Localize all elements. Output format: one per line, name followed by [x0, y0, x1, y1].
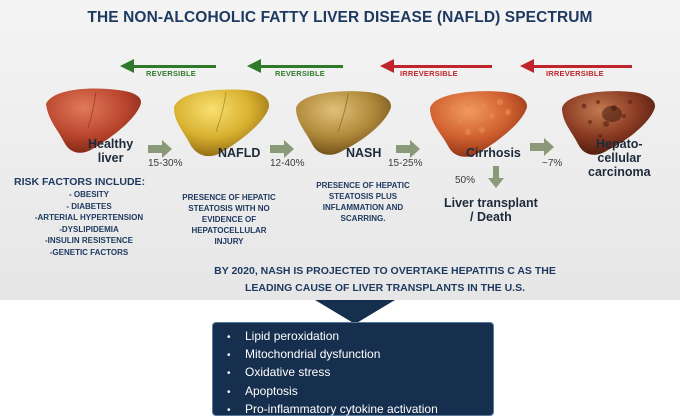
- risk-factor-item: - DIABETES: [66, 201, 112, 211]
- mechanism-item: • Apoptosis: [227, 383, 438, 401]
- risk-factor-item: -ARTERIAL HYPERTENSION: [34, 213, 144, 222]
- arrow-head-icon: [520, 59, 534, 73]
- stage-cirrhosis-label: Cirrhosis: [466, 146, 521, 160]
- bullet-icon: •: [227, 386, 231, 398]
- mechanisms-list: • Lipid peroxidation • Mitochondrial dysfu…: [227, 328, 438, 418]
- irreversible-arrow-1: IRREVERSIBLE: [380, 59, 492, 81]
- irreversible-label-1: IRREVERSIBLE: [400, 69, 458, 78]
- outcome-percent: 50%: [455, 175, 476, 186]
- diagram-title: THE NON-ALCOHOLIC FATTY LIVER DISEASE (N…: [87, 9, 593, 26]
- progression-arrow-icon: [148, 140, 172, 158]
- bullet-icon: •: [227, 350, 231, 362]
- risk-factors-title: RISK FACTORS INCLUDE:: [14, 176, 146, 188]
- nash-liver-icon: [290, 84, 396, 160]
- arrow-head-icon: [247, 59, 261, 73]
- outcome-arrow-icon: [488, 166, 504, 188]
- reversible-label-2: REVERSIBLE: [275, 69, 325, 78]
- risk-factor-item: -GENETIC FACTORS: [49, 247, 129, 257]
- hcc-liver-icon: [556, 84, 660, 160]
- transition-percent-3: 15-25%: [388, 158, 423, 169]
- stage-nash-label: NASH: [346, 146, 382, 160]
- reversible-arrow-1: REVERSIBLE: [120, 59, 216, 81]
- reversible-arrow-2: REVERSIBLE: [247, 59, 343, 81]
- nash-description: PRESENCE OF HEPATIC STEATOSIS PLUS INFLA…: [316, 181, 410, 223]
- transition-percent-2: 12-40%: [270, 158, 305, 169]
- progression-arrow-icon: [530, 138, 554, 156]
- irreversible-arrow-2: IRREVERSIBLE: [520, 59, 632, 81]
- cirrhosis-liver-icon: [424, 84, 532, 162]
- risk-factors-list: - OBESITY - DIABETES -ARTERIAL HYPERTENS…: [14, 189, 164, 258]
- bullet-icon: •: [227, 332, 231, 343]
- transition-percent-1: 15-30%: [148, 158, 183, 169]
- stage-healthy-label: Healthy liver: [88, 137, 134, 165]
- healthy-liver-icon: [40, 82, 146, 158]
- risk-factor-item: -INSULIN RESISTENCE: [44, 236, 133, 245]
- projection-statement: BY 2020, NASH IS PROJECTED TO OVERTAKE H…: [214, 265, 556, 294]
- risk-factor-item: - OBESITY: [68, 190, 109, 199]
- mechanisms-pointer-icon: [315, 300, 395, 324]
- nafld-description: PRESENCE OF HEPATIC STEATOSIS WITH NO EV…: [182, 193, 276, 246]
- reversible-label-1: REVERSIBLE: [146, 69, 196, 78]
- nafld-liver-icon: [168, 82, 274, 160]
- transition-percent-4: ~7%: [542, 158, 563, 169]
- risk-factor-item: -DYSLIPIDEMIA: [59, 224, 119, 234]
- bullet-icon: •: [227, 404, 231, 416]
- mechanisms-box: • Lipid peroxidation • Mitochondrial dysfu…: [212, 322, 494, 416]
- stage-hcc-label: Hepato-cellular carcinoma: [588, 137, 651, 179]
- bullet-icon: •: [227, 368, 231, 380]
- mechanism-item: • Mitochondrial dysfunction: [227, 346, 438, 364]
- irreversible-label-2: IRREVERSIBLE: [546, 69, 604, 78]
- progression-arrow-icon: [396, 140, 420, 158]
- arrow-head-icon: [120, 59, 134, 73]
- mechanism-item: • Pro-inflammatory cytokine activation: [227, 401, 438, 418]
- arrow-head-icon: [380, 59, 394, 73]
- mechanism-item: • Oxidative stress: [227, 364, 438, 382]
- outcome-label: Liver transplant / Death: [444, 196, 538, 224]
- mechanism-item: • Lipid peroxidation: [227, 328, 438, 346]
- stage-nafld-label: NAFLD: [218, 146, 261, 160]
- progression-arrow-icon: [270, 140, 294, 158]
